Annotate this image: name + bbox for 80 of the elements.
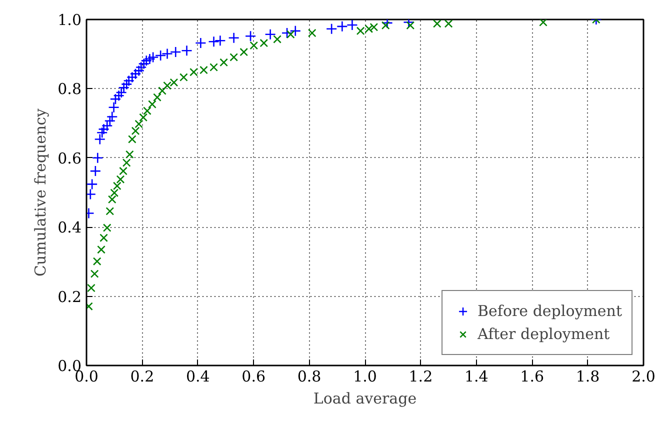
point [381,21,390,30]
point [286,30,295,39]
point [181,44,192,56]
y-tick-label: 0.2 [58,288,82,306]
point [92,152,104,164]
point [200,66,208,74]
point [240,48,248,56]
point [230,53,238,62]
point [432,20,442,28]
point [87,284,96,292]
point [214,34,226,46]
x-tick-label: 1.0 [353,368,377,386]
point [131,126,140,136]
point [195,37,206,49]
point [180,73,188,82]
point [346,20,358,31]
point [90,165,102,177]
point [228,32,240,44]
y-axis-title: Cumulative frequency [32,108,50,276]
point [444,20,453,28]
x-tick-label: 0.2 [130,368,154,386]
point [281,27,293,39]
point [116,175,125,184]
y-tick-label: 0.8 [58,80,82,98]
point [125,150,134,159]
point [86,178,98,190]
x-tick-label: 0.6 [242,368,266,386]
point [264,28,276,40]
x-tick-label: 1.2 [408,368,433,386]
point [108,102,120,114]
x-tick-label: 2.0 [632,368,656,386]
y-tick-label: 0.4 [58,218,82,237]
point [97,245,106,254]
point [148,100,156,108]
point [108,195,116,204]
x-tick-label: 1.6 [520,368,544,386]
point [92,257,102,266]
point [154,50,166,62]
x-tick-label: 1.8 [576,368,600,386]
point [244,30,256,42]
point [162,48,173,60]
point [210,63,218,72]
x-tick-label: 0.8 [297,368,322,386]
point [134,120,144,128]
point [110,188,119,198]
point [170,46,182,58]
point [106,207,114,216]
point [86,188,96,200]
point [326,23,338,34]
point [273,35,282,44]
point [336,20,348,32]
point [143,106,152,116]
point [100,234,108,242]
x-tick-label: 0.4 [186,368,210,386]
legend-label: Before deployment [478,302,622,320]
point [406,21,415,30]
point [308,28,316,38]
point [290,25,302,37]
point [158,86,166,95]
point [90,270,99,278]
point [220,58,228,67]
y-tick-label: 0.6 [58,149,82,168]
point [153,93,162,102]
point [98,124,110,135]
x-tick-label: 1.4 [464,368,488,386]
point [139,113,148,122]
legend-label: After deployment [478,325,610,343]
point [250,41,258,50]
y-tick-label: 1.0 [58,11,82,29]
point [112,182,122,190]
point [382,20,393,29]
point [122,158,131,167]
point [190,68,198,76]
point [119,166,128,176]
point [208,36,220,48]
x-axis-title: Load average [313,390,417,408]
point [539,20,548,26]
point [260,38,268,48]
point [102,224,112,232]
point [128,135,136,144]
